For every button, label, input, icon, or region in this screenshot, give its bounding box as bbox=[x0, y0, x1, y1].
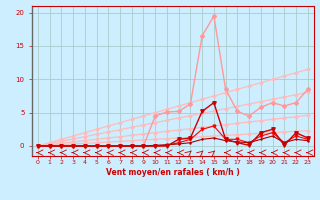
X-axis label: Vent moyen/en rafales ( km/h ): Vent moyen/en rafales ( km/h ) bbox=[106, 168, 240, 177]
